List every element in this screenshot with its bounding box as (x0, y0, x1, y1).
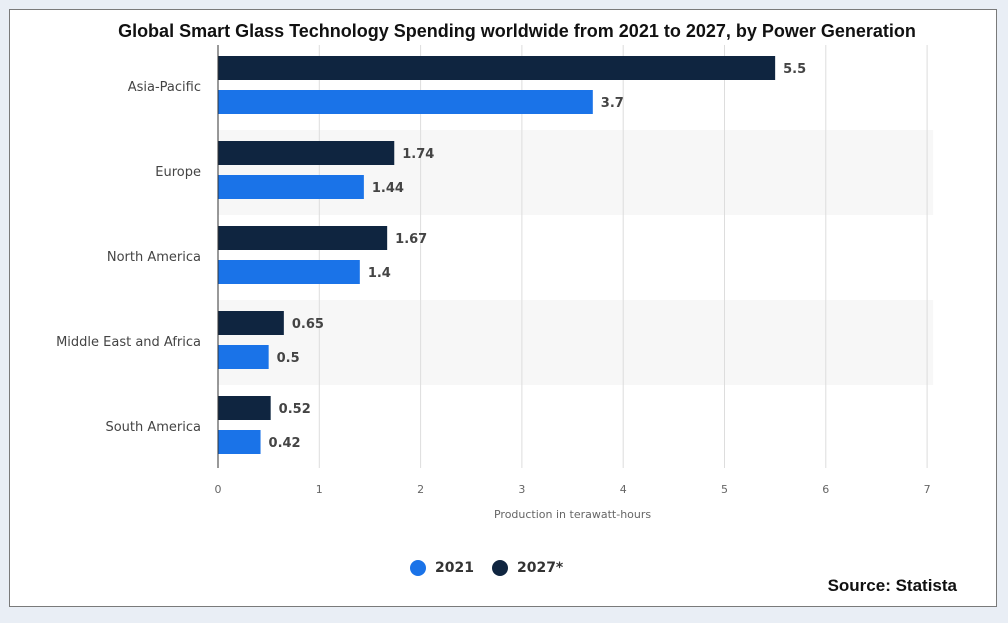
legend-marker-2021 (410, 560, 426, 576)
bar-2021 (218, 260, 360, 284)
legend-label-2027: 2027* (516, 560, 564, 576)
data-label: 1.44 (372, 181, 404, 196)
x-tick-label: 1 (316, 483, 323, 496)
data-label: 1.4 (368, 266, 391, 281)
category-label: Middle East and Africa (56, 335, 201, 350)
x-tick-label: 7 (924, 483, 931, 496)
x-tick-label: 4 (620, 483, 627, 496)
bar-2021 (218, 175, 364, 199)
data-label: 0.42 (269, 436, 301, 451)
legend-item-2021[interactable]: 2021 (410, 560, 474, 576)
category-label: South America (105, 420, 201, 435)
data-label: 1.74 (402, 147, 434, 162)
data-label: 0.5 (277, 351, 300, 366)
data-label: 0.65 (292, 317, 324, 332)
x-axis-title: Production in terawatt-hours (494, 508, 651, 521)
x-tick-label: 3 (518, 483, 525, 496)
source-label: Source: Statista (827, 576, 957, 595)
legend-marker-2027 (491, 560, 508, 576)
bar-2021 (218, 345, 269, 369)
data-label: 0.52 (279, 402, 311, 417)
bar-2027 (218, 311, 284, 335)
data-label: 5.5 (783, 62, 806, 77)
data-label: 1.67 (395, 232, 427, 247)
gridlines (318, 45, 928, 468)
bar-2027 (218, 226, 388, 250)
category-label: North America (107, 250, 201, 265)
bar-2027 (218, 56, 776, 80)
bar-2021 (218, 430, 261, 454)
x-tick-label: 0 (215, 483, 222, 496)
x-tick-label: 6 (822, 483, 829, 496)
bar-2021 (218, 90, 593, 114)
category-band (218, 300, 934, 385)
labels: 0 1 2 3 4 5 6 7 Asia-Pacific 5.5 3.7 Europe 1.74 1.44… (56, 62, 931, 496)
x-tick-label: 5 (721, 483, 728, 496)
category-label: Europe (155, 165, 201, 180)
legend-label-2021: 2021 (435, 560, 474, 576)
bar-2027 (218, 396, 271, 420)
legend: 2021 2027* (410, 560, 563, 576)
category-label: Asia-Pacific (128, 80, 201, 95)
x-tick-label: 2 (417, 483, 424, 496)
bar-2027 (218, 141, 395, 165)
chart-title: Global Smart Glass Technology Spending w… (118, 21, 916, 41)
bars (218, 56, 776, 454)
data-label: 3.7 (601, 96, 624, 111)
legend-item-2027[interactable]: 2027* (491, 560, 564, 576)
